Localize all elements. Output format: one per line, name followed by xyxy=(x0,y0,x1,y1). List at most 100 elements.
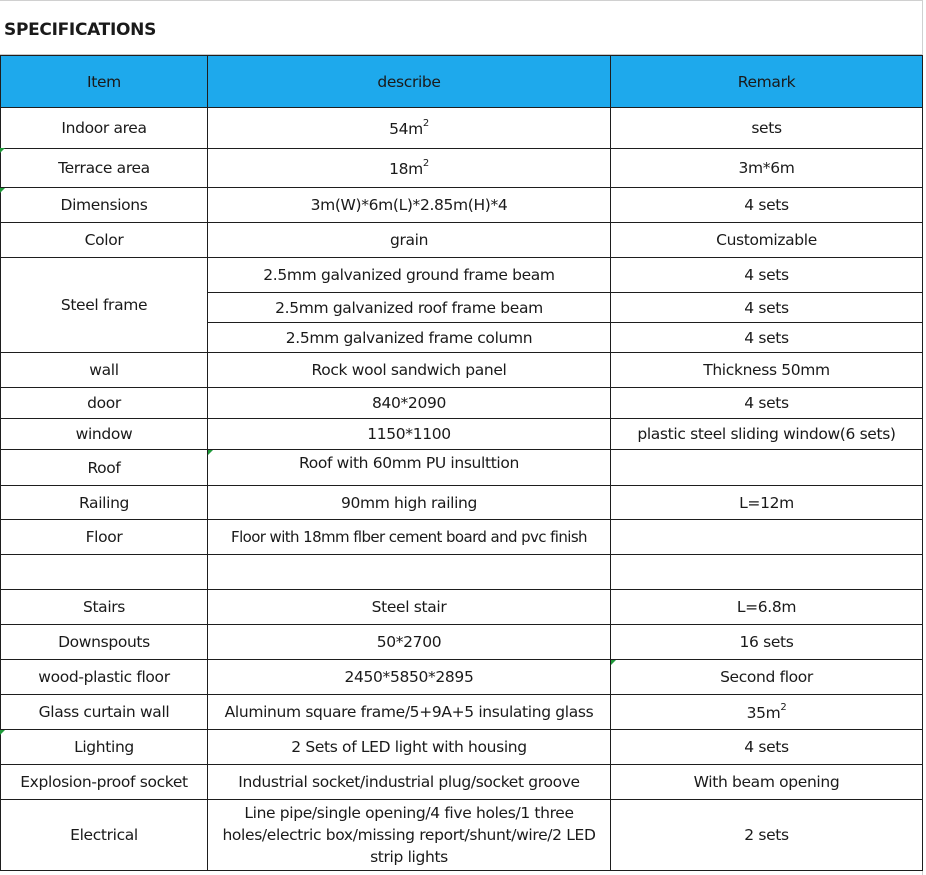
item-cell[interactable]: Floor xyxy=(0,519,208,555)
header-top-border xyxy=(0,54,922,55)
table-row: Terrace area 18m2 3m*6m xyxy=(0,148,923,188)
describe-cell[interactable]: Line pipe/single opening/4 five holes/1 … xyxy=(207,799,611,871)
item-cell[interactable]: Indoor area xyxy=(0,107,208,149)
item-cell[interactable]: Electrical xyxy=(0,799,208,871)
remark-cell[interactable]: 2 sets xyxy=(610,799,923,871)
item-cell[interactable]: wood-plastic floor xyxy=(0,659,208,695)
describe-cell[interactable]: 1150*1100 xyxy=(207,418,611,450)
remark-cell[interactable]: Thickness 50mm xyxy=(610,352,923,388)
table-row: wall Rock wool sandwich panel Thickness … xyxy=(0,352,923,388)
table-row: Electrical Line pipe/single opening/4 fi… xyxy=(0,799,923,871)
sheet-top-gridline xyxy=(0,0,922,1)
table-row: Floor Floor with 18mm flber cement board… xyxy=(0,519,923,555)
item-cell[interactable]: door xyxy=(0,387,208,419)
table-row: Lighting 2 Sets of LED light with housin… xyxy=(0,729,923,765)
describe-cell[interactable]: Industrial socket/industrial plug/socket… xyxy=(207,764,611,800)
table-row: Color grain Customizable xyxy=(0,222,923,258)
remark-cell[interactable]: With beam opening xyxy=(610,764,923,800)
describe-cell[interactable]: 54m2 xyxy=(207,107,611,149)
item-cell[interactable]: Downspouts xyxy=(0,624,208,660)
item-cell[interactable]: Stairs xyxy=(0,589,208,625)
table-row: door 840*2090 4 sets xyxy=(0,387,923,419)
item-cell-merged[interactable]: Steel frame xyxy=(0,257,208,353)
describe-cell[interactable]: Floor with 18mm flber cement board and p… xyxy=(207,519,611,555)
describe-cell[interactable]: 2.5mm galvanized ground frame beam xyxy=(207,257,611,293)
superscript: 2 xyxy=(422,118,429,130)
describe-cell[interactable]: 3m(W)*6m(L)*2.85m(H)*4 xyxy=(207,187,611,223)
table-row: 2.5mm galvanized roof frame beam 4 sets xyxy=(1,292,923,323)
comment-marker xyxy=(0,730,5,735)
remark-cell[interactable]: sets xyxy=(610,107,923,149)
superscript: 2 xyxy=(780,702,787,714)
remark-cell[interactable]: L=6.8m xyxy=(610,589,923,625)
specifications-table: Item describe Remark Indoor area 54m2 se… xyxy=(0,55,923,871)
describe-cell[interactable]: 2450*5850*2895 xyxy=(207,659,611,695)
item-cell[interactable]: Color xyxy=(0,222,208,258)
remark-cell[interactable] xyxy=(610,449,923,486)
describe-cell[interactable]: Steel stair xyxy=(207,589,611,625)
header-item[interactable]: Item xyxy=(0,55,208,108)
sheet-right-gridline xyxy=(922,0,923,875)
item-cell[interactable]: Lighting xyxy=(0,729,208,765)
comment-marker xyxy=(0,148,5,153)
table-row: window 1150*1100 plastic steel sliding w… xyxy=(0,418,923,450)
item-cell[interactable]: Railing xyxy=(0,485,208,520)
remark-cell[interactable]: 4 sets xyxy=(610,257,923,293)
remark-cell[interactable] xyxy=(610,519,923,555)
remark-cell[interactable]: Customizable xyxy=(610,222,923,258)
item-cell[interactable]: Dimensions xyxy=(0,187,208,223)
describe-cell[interactable]: Aluminum square frame/5+9A+5 insulating … xyxy=(207,694,611,730)
describe-cell[interactable] xyxy=(207,554,611,590)
comment-marker xyxy=(611,660,616,665)
table-row: Downspouts 50*2700 16 sets xyxy=(0,624,923,660)
comment-marker xyxy=(0,188,5,193)
describe-cell[interactable]: 90mm high railing xyxy=(207,485,611,520)
item-cell[interactable]: wall xyxy=(0,352,208,388)
table-row: Roof Roof with 60mm PU insulttion xyxy=(0,449,923,486)
header-remark[interactable]: Remark xyxy=(610,55,923,108)
describe-text: 18m xyxy=(389,160,423,179)
remark-cell[interactable]: 4 sets xyxy=(610,292,923,323)
describe-cell[interactable]: Roof with 60mm PU insulttion xyxy=(207,449,611,486)
remark-cell[interactable]: 4 sets xyxy=(610,387,923,419)
sheet-title: SPECIFICATIONS xyxy=(4,20,157,40)
item-cell[interactable]: window xyxy=(0,418,208,450)
describe-cell[interactable]: grain xyxy=(207,222,611,258)
header-describe[interactable]: describe xyxy=(207,55,611,108)
superscript: 2 xyxy=(422,158,429,170)
table-row: Steel frame 2.5mm galvanized ground fram… xyxy=(0,257,923,353)
describe-cell[interactable]: 50*2700 xyxy=(207,624,611,660)
remark-cell[interactable]: 3m*6m xyxy=(610,148,923,188)
table-row: Indoor area 54m2 sets xyxy=(0,107,923,149)
item-cell[interactable]: Explosion-proof socket xyxy=(0,764,208,800)
describe-cell[interactable]: 18m2 xyxy=(207,148,611,188)
remark-cell[interactable]: 35m2 xyxy=(610,694,923,730)
describe-cell[interactable]: Rock wool sandwich panel xyxy=(207,352,611,388)
remark-text: 35m xyxy=(746,704,781,723)
table-row: Explosion-proof socket Industrial socket… xyxy=(0,764,923,800)
describe-cell[interactable]: 2.5mm galvanized roof frame beam xyxy=(207,292,611,323)
table-row: Railing 90mm high railing L=12m xyxy=(0,485,923,520)
remark-cell[interactable]: 4 sets xyxy=(610,729,923,765)
comment-marker xyxy=(208,450,213,455)
remark-cell[interactable]: 16 sets xyxy=(610,624,923,660)
item-cell[interactable]: Roof xyxy=(0,449,208,486)
remark-cell[interactable]: Second floor xyxy=(610,659,923,695)
table-row: Stairs Steel stair L=6.8m xyxy=(0,589,923,625)
table-row: Glass curtain wall Aluminum square frame… xyxy=(0,694,923,730)
table-row: wood-plastic floor 2450*5850*2895 Second… xyxy=(0,659,923,695)
remark-cell[interactable]: plastic steel sliding window(6 sets) xyxy=(610,418,923,450)
remark-cell[interactable]: L=12m xyxy=(610,485,923,520)
item-cell[interactable]: Terrace area xyxy=(0,148,208,188)
item-cell[interactable] xyxy=(0,554,208,590)
table-row xyxy=(0,554,923,590)
describe-cell[interactable]: 2 Sets of LED light with housing xyxy=(207,729,611,765)
remark-cell[interactable]: 4 sets xyxy=(610,187,923,223)
describe-cell[interactable]: 2.5mm galvanized frame column xyxy=(207,322,611,353)
remark-cell[interactable] xyxy=(610,554,923,590)
remark-cell[interactable]: 4 sets xyxy=(610,322,923,353)
table-row: Dimensions 3m(W)*6m(L)*2.85m(H)*4 4 sets xyxy=(0,187,923,223)
describe-cell[interactable]: 840*2090 xyxy=(207,387,611,419)
describe-text: 54m xyxy=(389,120,423,139)
item-cell[interactable]: Glass curtain wall xyxy=(0,694,208,730)
